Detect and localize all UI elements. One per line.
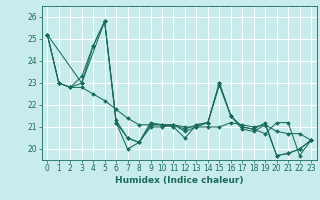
- X-axis label: Humidex (Indice chaleur): Humidex (Indice chaleur): [115, 176, 244, 185]
